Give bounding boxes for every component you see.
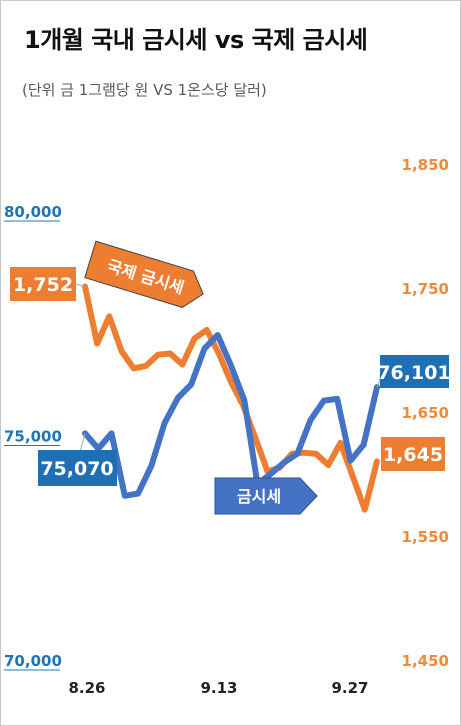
dom-last-label-box (380, 355, 449, 388)
right-axis-tick-1: 1,750 (402, 280, 449, 298)
x-axis: 8.26 9.13 9.27 (68, 679, 368, 697)
dom-arrow-label: 금시세 (237, 487, 281, 506)
left-axis-tick-2: 70,000 (4, 652, 62, 670)
intl-first-label: 1,752 (13, 274, 73, 296)
left-axis: 80,000 75,000 70,000 (4, 203, 62, 671)
intl-arrow-shape (84, 240, 204, 308)
value-labels: 1,752 1,645 75,070 76,101 (10, 267, 451, 486)
leader-dom-first (79, 433, 86, 453)
right-axis-tick-3: 1,550 (402, 528, 449, 546)
leader-intl-first (75, 283, 86, 288)
x-axis-tick-0: 8.26 (68, 679, 105, 697)
right-axis: 1,850 1,750 1,650 1,550 1,450 (402, 156, 449, 670)
x-axis-tick-1: 9.13 (200, 679, 237, 697)
dom-arrow-shape (214, 477, 318, 515)
dom-last-label: 76,101 (377, 362, 450, 384)
intl-first-label-box (10, 267, 76, 301)
chart-subtitle: (단위 금 1그램당 원 VS 1온스당 달러) (22, 81, 267, 99)
intl-arrow-group: 국제 금시세 (84, 240, 204, 308)
chart-title: 1개월 국내 금시세 vs 국제 금시세 (24, 26, 368, 54)
intl-last-label: 1,645 (383, 444, 443, 466)
left-axis-tick-0: 80,000 (4, 203, 62, 221)
dom-first-label: 75,070 (40, 458, 113, 480)
dom-first-label-box (38, 450, 117, 486)
series-line-0 (82, 283, 380, 513)
right-axis-tick-0: 1,850 (402, 156, 449, 174)
series-lines (82, 283, 380, 513)
right-axis-tick-2: 1,650 (402, 404, 449, 422)
x-axis-tick-2: 9.27 (331, 679, 368, 697)
intl-last-label-box (381, 437, 445, 471)
left-axis-tick-1: 75,000 (4, 428, 62, 446)
series-line-1 (82, 332, 380, 499)
right-axis-tick-4: 1,450 (402, 652, 449, 670)
